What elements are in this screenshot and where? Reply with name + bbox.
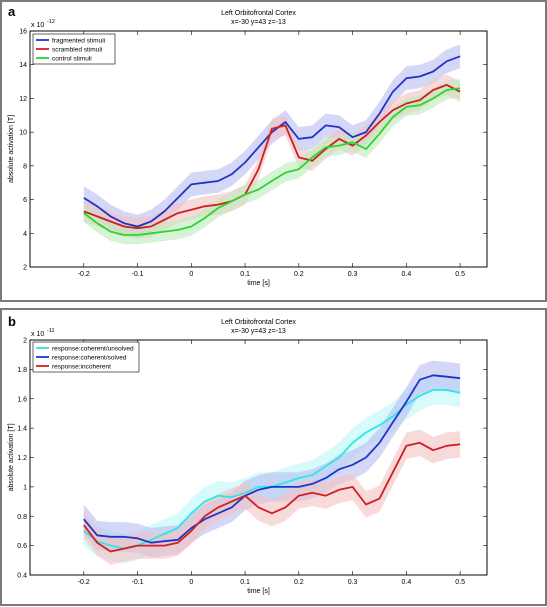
legend: response:coherent/unsolved response:coher… xyxy=(32,341,140,373)
x-tick-label: 0.4 xyxy=(401,579,411,586)
y-tick-label: 1 xyxy=(23,484,27,491)
y-tick-label: 6 xyxy=(23,197,27,204)
legend-label: response:incoherent xyxy=(52,363,111,370)
chart-subtitle: x=-30 y=43 z=-13 xyxy=(231,19,286,26)
x-tick-label: -0.1 xyxy=(131,579,143,586)
series-line-1 xyxy=(83,55,461,228)
confidence-band-3 xyxy=(83,79,461,245)
x-axis-label: time [s] xyxy=(247,588,270,595)
chart-subtitle: x=-30 y=43 z=-13 xyxy=(231,328,286,335)
x-tick-label: 0 xyxy=(189,271,193,278)
chart-title: Left Orbitofrontal Cortex xyxy=(221,10,296,17)
y-tick-label: 14 xyxy=(19,62,27,69)
x-tick-label: 0.3 xyxy=(348,579,358,586)
y-exponent: -11 xyxy=(47,328,55,334)
series-line-3 xyxy=(83,441,461,553)
y-tick-label: 2 xyxy=(23,265,27,272)
x-tick-label: 0.2 xyxy=(294,579,304,586)
legend-label: fragmented stimuli xyxy=(52,37,105,44)
x-tick-label: -0.1 xyxy=(131,271,143,278)
y-tick-label: 12 xyxy=(19,96,27,103)
x-tick-label: 0.3 xyxy=(348,271,358,278)
axes-border xyxy=(29,30,488,268)
y-tick-label: 0.4 xyxy=(17,573,27,580)
legend: fragmented stimuli scrambled stimuli contr… xyxy=(32,33,116,65)
x-tick-label: 0.5 xyxy=(455,271,465,278)
y-exponent: -12 xyxy=(47,19,55,25)
y-axis-label: absolute activation [T] xyxy=(8,423,15,491)
x-tick-label: -0.2 xyxy=(78,579,90,586)
panel-a: a Left Orbitofrontal Cortex x=-30 y=43 z=-… xyxy=(0,0,547,302)
y-axis-label: absolute activation [T] xyxy=(8,115,15,183)
legend-label: response:coherent/unsolved xyxy=(52,345,134,352)
panel-label: b xyxy=(8,314,16,329)
legend-label: control stimuli xyxy=(52,55,92,62)
x-tick-label: 0 xyxy=(189,579,193,586)
y-tick-label: 16 xyxy=(19,29,27,36)
legend-label: scrambled stimuli xyxy=(52,46,102,53)
y-tick-label: 1.4 xyxy=(17,426,27,433)
panel-label: a xyxy=(8,4,16,19)
y-tick-label: 8 xyxy=(23,163,27,170)
x-axis-label: time [s] xyxy=(247,280,270,287)
y-tick-label: 4 xyxy=(23,231,27,238)
y-tick-label: 10 xyxy=(19,130,27,137)
x-tick-label: 0.2 xyxy=(294,271,304,278)
y-multiplier: x 10 xyxy=(31,22,44,29)
x-tick-label: 0.4 xyxy=(401,271,411,278)
y-tick-label: 1.2 xyxy=(17,455,27,462)
x-tick-label: 0.1 xyxy=(240,579,250,586)
y-tick-label: 0.6 xyxy=(17,543,27,550)
y-tick-label: 2 xyxy=(23,338,27,345)
legend-box xyxy=(32,341,140,373)
y-tick-label: 1.6 xyxy=(17,396,27,403)
confidence-band-1 xyxy=(83,44,461,239)
series-line-2 xyxy=(83,374,461,544)
y-tick-label: 1.8 xyxy=(17,367,27,374)
confidence-band-3 xyxy=(83,429,461,565)
series-line-3 xyxy=(83,87,461,236)
y-multiplier: x 10 xyxy=(31,331,44,338)
legend-label: response:coherent/solved xyxy=(52,354,127,361)
chart-title: Left Orbitofrontal Cortex xyxy=(221,319,296,326)
x-tick-label: -0.2 xyxy=(78,271,90,278)
series-line-2 xyxy=(83,84,461,230)
y-tick-label: 0.8 xyxy=(17,514,27,521)
x-tick-label: 0.5 xyxy=(455,579,465,586)
x-tick-label: 0.1 xyxy=(240,271,250,278)
confidence-band-1 xyxy=(83,375,461,564)
panel-b: b Left Orbitofrontal Cortex x=-30 y=43 z=-… xyxy=(0,308,547,606)
